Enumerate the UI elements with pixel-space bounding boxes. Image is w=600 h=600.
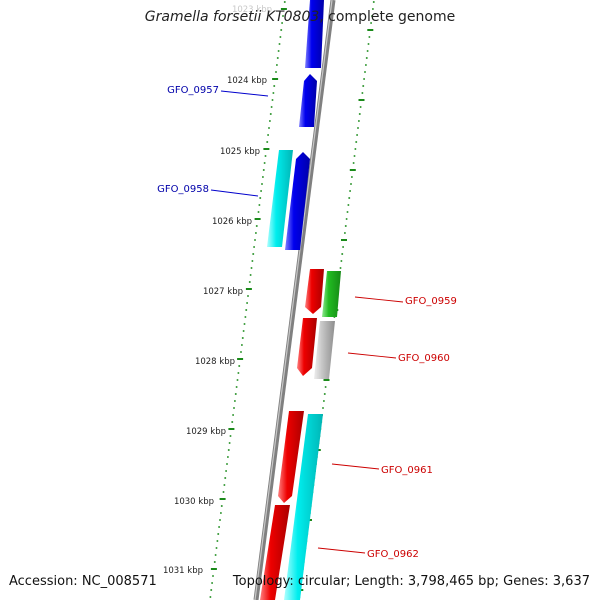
organism-name: Gramella forsetii KT0803 bbox=[144, 9, 320, 25]
genome-backbone-highlight bbox=[254, 0, 333, 600]
gene-label-gfo-0959[interactable]: GFO_0959 bbox=[405, 296, 457, 307]
kbp-label: 1027 kbp bbox=[203, 287, 243, 297]
kbp-scale-labels: 1023 kbp 1024 kbp 1025 kbp 1026 kbp 1027… bbox=[163, 5, 272, 576]
gene-labels: GFO_0957 GFO_0958 GFO_0959 GFO_0960 GFO_… bbox=[157, 85, 457, 560]
gene-blocks bbox=[260, 0, 341, 600]
gene-label-gfo-0962[interactable]: GFO_0962 bbox=[367, 549, 419, 560]
gene-label-gfo-0960[interactable]: GFO_0960 bbox=[398, 353, 450, 364]
topology-label: Topology: circular; Length: 3,798,465 bp… bbox=[232, 574, 590, 589]
accession-label: Accession: NC_008571 bbox=[9, 574, 157, 589]
map-title: Gramella forsetii KT0803, complete genom… bbox=[0, 9, 600, 25]
kbp-label: 1024 kbp bbox=[227, 76, 267, 86]
gene-label-gfo-0961[interactable]: GFO_0961 bbox=[381, 465, 433, 476]
gene-label-leader bbox=[317, 547, 366, 554]
gene-block-blue-2[interactable] bbox=[299, 74, 317, 127]
gene-block-green-1[interactable] bbox=[322, 271, 341, 317]
kbp-label: 1030 kbp bbox=[174, 497, 214, 507]
gene-block-red-4[interactable] bbox=[260, 505, 290, 600]
gene-block-blue-1[interactable] bbox=[305, 0, 324, 68]
gene-block-red-2[interactable] bbox=[297, 318, 317, 376]
gene-label-leader bbox=[220, 90, 269, 97]
kbp-label: 1023 kbp bbox=[232, 5, 272, 15]
gene-label-leader bbox=[354, 296, 404, 303]
kbp-label: 1025 kbp bbox=[220, 147, 260, 157]
gene-label-leader bbox=[210, 189, 259, 197]
gene-label-leader bbox=[331, 463, 380, 470]
gene-label-gfo-0958[interactable]: GFO_0958 bbox=[157, 184, 209, 195]
gene-block-grey-1[interactable] bbox=[314, 321, 335, 379]
kbp-label: 1029 kbp bbox=[186, 427, 226, 437]
kbp-label: 1031 kbp bbox=[163, 566, 203, 576]
genome-backbone bbox=[253, 0, 336, 600]
kbp-label: 1026 kbp bbox=[212, 217, 252, 227]
gene-block-red-3[interactable] bbox=[278, 411, 304, 503]
kbp-label: 1028 kbp bbox=[195, 357, 235, 367]
gene-block-cyan-1[interactable] bbox=[267, 150, 293, 247]
gene-block-red-1[interactable] bbox=[305, 269, 324, 314]
gene-block-blue-3[interactable] bbox=[285, 152, 310, 250]
gene-label-gfo-0957[interactable]: GFO_0957 bbox=[167, 85, 219, 96]
title-suffix: , complete genome bbox=[319, 9, 456, 25]
gene-label-leader bbox=[347, 352, 397, 359]
tick-ring-left bbox=[209, 1, 287, 598]
gene-block-cyan-2[interactable] bbox=[284, 414, 323, 600]
